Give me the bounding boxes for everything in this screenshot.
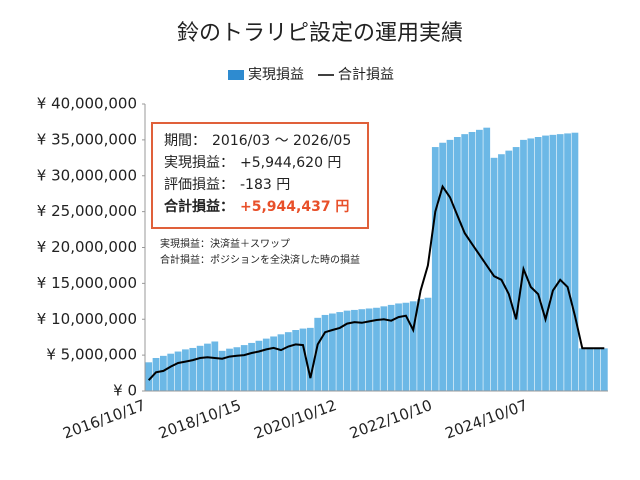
bar [439,142,447,391]
bar [218,350,226,391]
line [147,184,605,381]
note-bg [157,236,367,251]
chart-title: 鈴のトラリピ設定の運用実績 [177,21,463,46]
x-tick-label: 2024/10/07 [443,396,530,442]
bar [498,154,505,391]
y-tick-label: ¥ 5,000,000 [46,346,137,364]
bar [233,347,241,391]
bar [520,139,527,391]
bar [240,345,248,391]
summary-label: 実現損益： [164,155,234,171]
bar [461,134,469,391]
bar [159,355,167,391]
bar [527,138,535,391]
legend-swatch [228,70,244,80]
summary-value: +5,944,620 円 [240,155,341,171]
y-tick-label: ¥ 0 [113,382,137,400]
bar [571,132,579,391]
summary-label: 合計損益： [164,198,234,215]
bar [211,341,219,391]
summary-label: 評価損益： [164,177,234,193]
bar [358,309,366,391]
y-tick-label: ¥ 40,000,000 [37,95,137,113]
bar [476,129,483,391]
bar [145,362,153,391]
bar [534,137,542,391]
bar [373,307,380,391]
bar [564,133,571,392]
legend-label: 実現損益 [248,67,304,83]
bar [152,357,160,391]
bar [204,343,211,391]
x-tick-label: 2016/10/17 [60,396,147,442]
bar [189,347,197,391]
bar [248,342,255,391]
bar [431,147,439,391]
y-tick-label: ¥ 20,000,000 [37,238,137,256]
summary-box [151,122,369,229]
bar [387,304,395,391]
bar [365,308,373,391]
bar [292,330,300,391]
note: 実現損益：決済益＋スワップ [160,237,290,250]
summary-value: +5,944,437 円 [240,199,349,215]
bar [321,314,329,391]
bar [600,348,608,391]
bar [380,306,388,391]
summary-value: -183 円 [240,177,290,193]
bar [556,134,564,391]
bar [277,334,285,391]
bar [284,332,292,391]
bar [182,349,189,391]
bar [578,348,586,391]
y-tick-label: ¥ 10,000,000 [37,310,137,328]
bar [468,131,476,392]
bar [306,327,314,391]
bar [226,348,233,391]
note-bg [157,252,367,267]
note: 合計損益：ポジションを全決済した時の損益 [160,253,360,266]
x-tick-label: 2018/10/15 [156,396,243,442]
bar [505,150,513,391]
bar [336,312,344,391]
bar [483,127,491,392]
legend-label: 合計損益 [338,67,394,83]
bar [351,309,358,391]
y-tick-label: ¥ 25,000,000 [37,202,137,220]
bar [270,336,277,391]
bar [402,302,410,391]
bar [255,340,263,391]
bar [174,351,182,391]
bar [409,301,417,391]
bar [453,137,461,391]
y-tick-label: ¥ 15,000,000 [37,274,137,292]
bar [395,303,402,391]
bar [424,297,432,391]
y-tick-label: ¥ 35,000,000 [37,130,137,148]
summary-label: 期間： [164,133,206,149]
bar [299,328,307,391]
y-tick-label: ¥ 30,000,000 [37,166,137,184]
bar [446,139,454,391]
bar [512,147,520,391]
bar [586,348,594,391]
bar [417,299,424,391]
summary-value: 2016/03 ～ 2026/05 [212,133,351,149]
bar [593,348,601,391]
bar [542,135,549,391]
x-tick-label: 2022/10/10 [347,396,434,442]
bar [196,345,204,391]
x-tick-label: 2020/10/12 [252,396,339,442]
bar [343,310,351,391]
bar [329,313,336,391]
bar [314,317,322,391]
bar [167,353,175,391]
bar [490,157,498,391]
bar [549,134,557,392]
bar [262,338,270,391]
